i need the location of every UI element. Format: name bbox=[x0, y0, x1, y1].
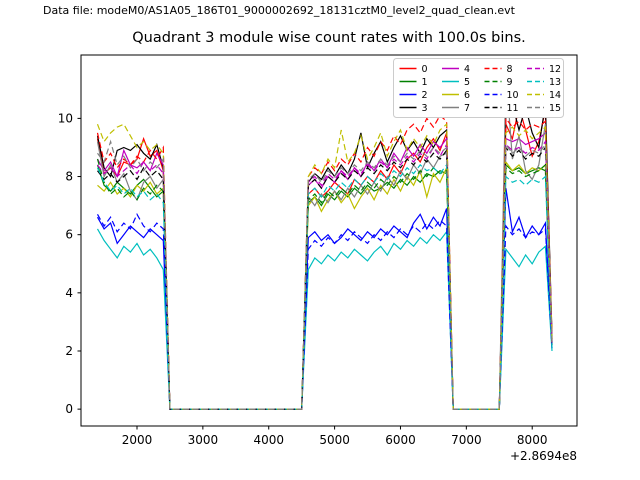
legend-label-15: 15 bbox=[549, 103, 561, 114]
plot-frame bbox=[80, 54, 578, 427]
legend-label-2: 2 bbox=[422, 90, 428, 101]
legend-label-0: 0 bbox=[422, 64, 428, 75]
legend-label-8: 8 bbox=[507, 64, 513, 75]
legend-label-13: 13 bbox=[549, 77, 561, 88]
x-tick-label: 3000 bbox=[188, 433, 219, 447]
y-tick-label: 0 bbox=[65, 402, 73, 416]
y-tick-label: 10 bbox=[58, 111, 73, 125]
x-tick-label: 8000 bbox=[517, 433, 548, 447]
data-file-label: Data file: modeM0/AS1A05_186T01_90000026… bbox=[43, 4, 515, 17]
legend-label-7: 7 bbox=[464, 103, 470, 114]
legend-label-3: 3 bbox=[422, 103, 428, 114]
y-tick-label: 4 bbox=[65, 286, 73, 300]
x-tick-label: 5000 bbox=[319, 433, 350, 447]
series-lines bbox=[96, 71, 553, 410]
chart-title: Quadrant 3 module wise count rates with … bbox=[132, 30, 526, 46]
x-axis-offset-label: +2.8694e8 bbox=[510, 449, 577, 463]
legend-label-10: 10 bbox=[507, 90, 519, 101]
legend-label-6: 6 bbox=[464, 90, 470, 101]
y-tick-label: 8 bbox=[65, 170, 73, 184]
x-tick-label: 7000 bbox=[451, 433, 482, 447]
y-tick-label: 6 bbox=[65, 228, 73, 242]
x-tick-label: 2000 bbox=[122, 433, 153, 447]
series-line-2 bbox=[96, 188, 553, 410]
legend-label-12: 12 bbox=[549, 64, 561, 75]
legend-label-1: 1 bbox=[422, 77, 428, 88]
y-tick-label: 2 bbox=[65, 344, 73, 358]
series-line-15 bbox=[97, 139, 553, 410]
series-line-9 bbox=[96, 158, 553, 410]
x-tick-label: 4000 bbox=[253, 433, 284, 447]
legend-label-9: 9 bbox=[507, 77, 513, 88]
series-line-14 bbox=[96, 122, 553, 410]
legend-label-11: 11 bbox=[507, 103, 519, 114]
legend-label-4: 4 bbox=[464, 64, 470, 75]
legend-label-5: 5 bbox=[464, 77, 470, 88]
x-tick-label: 6000 bbox=[385, 433, 416, 447]
legend-label-14: 14 bbox=[549, 90, 561, 101]
legend-box bbox=[393, 58, 564, 118]
